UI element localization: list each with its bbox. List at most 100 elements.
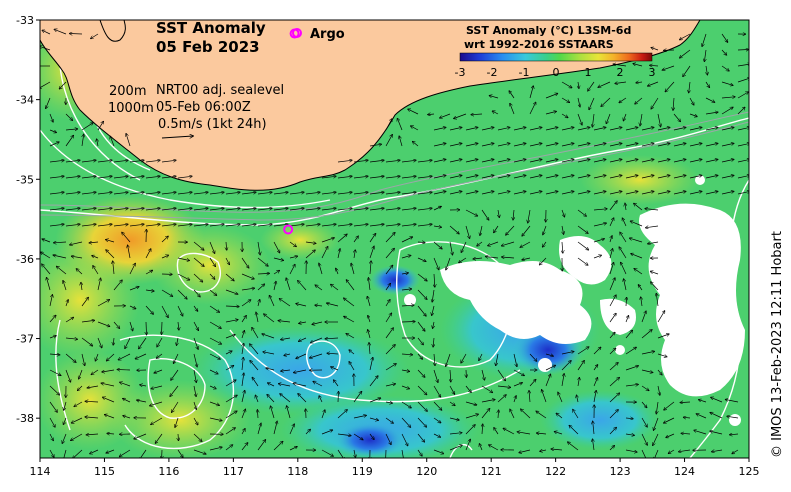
current-vector [349, 350, 355, 355]
current-vector [312, 321, 323, 324]
current-vector [551, 449, 563, 450]
current-vector [129, 321, 133, 331]
current-vector [385, 233, 395, 243]
current-vector [241, 429, 245, 435]
current-vector [664, 401, 675, 410]
current-vector [273, 257, 283, 260]
current-vector [683, 65, 691, 76]
current-vector [241, 257, 249, 268]
current-vector [696, 414, 707, 419]
current-vector [157, 353, 163, 358]
current-vector [49, 417, 55, 427]
current-vector [145, 224, 160, 226]
current-vector [625, 366, 638, 371]
current-vector [369, 417, 378, 420]
current-vector [465, 127, 478, 131]
current-vector [209, 305, 219, 312]
current-vector [465, 209, 477, 216]
island [99, 20, 126, 42]
current-vector [433, 241, 442, 249]
current-vector [241, 316, 246, 323]
current-vector [257, 241, 260, 255]
current-vector [465, 159, 478, 163]
current-vector [82, 134, 84, 147]
current-vector [113, 280, 122, 291]
current-vector [631, 221, 643, 227]
current-vector [705, 97, 715, 102]
current-vector [367, 297, 371, 307]
current-vector [592, 113, 594, 127]
current-vector [145, 290, 154, 291]
current-vector [107, 433, 115, 434]
current-vector [385, 384, 395, 387]
current-vector [503, 428, 515, 435]
colorbar-tick-label: 1 [585, 66, 592, 79]
current-vector [609, 410, 618, 419]
current-vector [177, 224, 192, 226]
current-vector [150, 401, 163, 406]
current-vector [174, 353, 179, 363]
current-vector [489, 445, 499, 451]
lat-tick-label: -36 [16, 253, 34, 266]
current-vector [369, 160, 384, 162]
current-vector [699, 400, 707, 403]
current-vector [193, 257, 204, 266]
current-vector [561, 159, 574, 163]
current-vector [72, 256, 83, 258]
current-vector [209, 369, 218, 374]
current-vector [353, 433, 363, 440]
current-vector [522, 225, 531, 236]
current-vector [401, 289, 412, 290]
current-vector [305, 242, 316, 243]
current-vector [689, 191, 702, 195]
current-vector [65, 113, 72, 120]
current-vector [113, 160, 128, 162]
current-vector [481, 143, 494, 147]
current-vector [49, 369, 61, 375]
current-vector [225, 411, 237, 419]
current-vector [321, 247, 328, 259]
current-vector [92, 256, 99, 259]
current-vector [129, 263, 135, 275]
current-vector [289, 224, 304, 226]
argo-legend-label: Argo [310, 27, 345, 42]
current-vector [625, 330, 632, 339]
current-vector [337, 234, 347, 243]
current-vector [601, 97, 611, 106]
current-vector [737, 78, 749, 83]
current-vector [296, 353, 307, 359]
current-vector [172, 401, 179, 412]
current-vector [650, 65, 659, 66]
current-vector [545, 365, 555, 371]
current-vector [509, 91, 515, 99]
current-vector [497, 175, 510, 179]
current-vector [177, 208, 192, 210]
current-vector [289, 256, 298, 258]
current-vector [480, 225, 483, 235]
current-vector [609, 378, 619, 387]
current-vector [49, 401, 57, 412]
current-vector [62, 433, 67, 443]
current-vector [65, 317, 73, 323]
current-vector [161, 289, 173, 296]
current-vector [609, 159, 622, 163]
current-vector [193, 401, 196, 409]
current-vector [273, 208, 288, 210]
current-vector [161, 255, 168, 259]
current-vector [137, 400, 147, 402]
current-vector [513, 143, 526, 147]
current-vector [498, 410, 499, 419]
current-vector [465, 175, 478, 179]
current-vector [85, 401, 99, 402]
current-vector [609, 446, 614, 451]
current-vector [668, 449, 675, 453]
current-vector [353, 415, 366, 419]
current-vector [609, 393, 619, 403]
current-vector [274, 282, 276, 291]
current-vector [351, 263, 355, 275]
current-vector [177, 257, 189, 261]
current-vector [721, 49, 727, 55]
current-vector [289, 208, 304, 210]
current-vector [209, 241, 215, 253]
current-vector [110, 136, 115, 147]
